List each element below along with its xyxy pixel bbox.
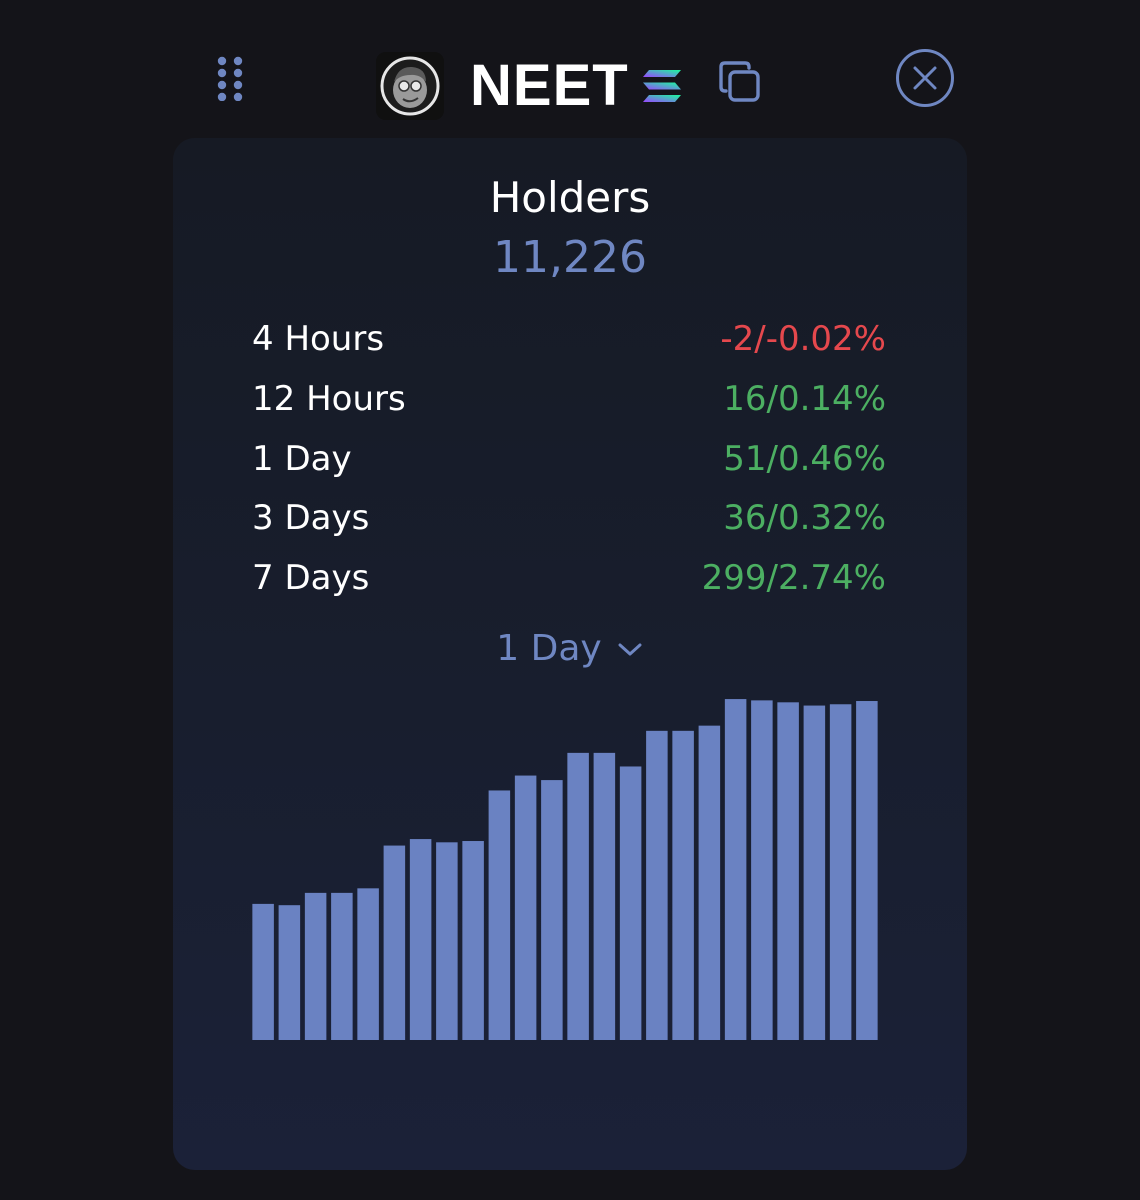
chart-bar[interactable] — [541, 780, 563, 1040]
stat-label: 7 Days — [252, 558, 370, 598]
metric-title: Holders — [489, 173, 651, 222]
chart-bar[interactable] — [646, 730, 668, 1040]
chart-bar[interactable] — [803, 705, 826, 1040]
close-icon[interactable] — [895, 48, 955, 108]
chart-bar[interactable] — [619, 766, 642, 1040]
stat-row-7-days: 7 Days 299/2.74% — [252, 549, 886, 609]
chart-bar[interactable] — [331, 892, 353, 1040]
range-dropdown-value: 1 Day — [496, 628, 602, 669]
chart-bar[interactable] — [567, 752, 589, 1040]
stat-row-3-days: 3 Days 36/0.32% — [252, 489, 886, 549]
stat-value: 16/0.14% — [723, 378, 886, 419]
stat-row-4-hours: 4 Hours -2/-0.02% — [252, 310, 886, 370]
chart-bar[interactable] — [488, 790, 511, 1040]
chart-bar[interactable] — [724, 699, 747, 1040]
stat-value: 299/2.74% — [701, 558, 886, 598]
stat-label: 3 Days — [252, 498, 370, 539]
holder-change-list: 4 Hours -2/-0.02% 12 Hours 16/0.14% 1 Da… — [252, 310, 886, 609]
token-name: NEET — [470, 53, 629, 118]
chart-bar[interactable] — [436, 842, 458, 1040]
range-dropdown[interactable]: 1 Day — [173, 622, 967, 676]
chart-bar[interactable] — [383, 845, 406, 1040]
chart-bar[interactable] — [672, 730, 694, 1040]
chart-bar[interactable] — [856, 701, 878, 1040]
chart-bar[interactable] — [514, 775, 537, 1040]
stat-value: -2/-0.02% — [720, 319, 886, 359]
stat-label: 4 Hours — [252, 319, 385, 359]
chart-bar[interactable] — [304, 892, 327, 1040]
chart-bar[interactable] — [751, 700, 773, 1040]
metric-value: 11,226 — [493, 232, 647, 283]
chart-bar[interactable] — [462, 841, 484, 1040]
chart-bar[interactable] — [777, 702, 799, 1040]
stat-value: 51/0.46% — [723, 438, 886, 479]
token-logo-image — [376, 52, 444, 120]
stat-label: 12 Hours — [252, 378, 406, 419]
stat-value: 36/0.32% — [723, 498, 886, 539]
chevron-down-icon — [618, 643, 642, 656]
chart-bar[interactable] — [593, 752, 616, 1040]
chart-bar[interactable] — [409, 839, 432, 1040]
solana-icon — [643, 70, 681, 102]
drag-handle-icon[interactable] — [216, 55, 244, 101]
copy-icon[interactable] — [716, 58, 764, 106]
chart-bar[interactable] — [357, 888, 379, 1040]
stat-row-1-day: 1 Day 51/0.46% — [252, 430, 886, 490]
token-logo — [376, 52, 444, 120]
chart-bar[interactable] — [698, 725, 721, 1040]
holders-bar-chart — [252, 699, 878, 1040]
chart-bar[interactable] — [252, 903, 274, 1040]
chart-bar[interactable] — [829, 704, 852, 1040]
stat-label: 1 Day — [252, 438, 352, 479]
chart-bar[interactable] — [278, 905, 301, 1040]
stat-row-12-hours: 12 Hours 16/0.14% — [252, 370, 886, 430]
